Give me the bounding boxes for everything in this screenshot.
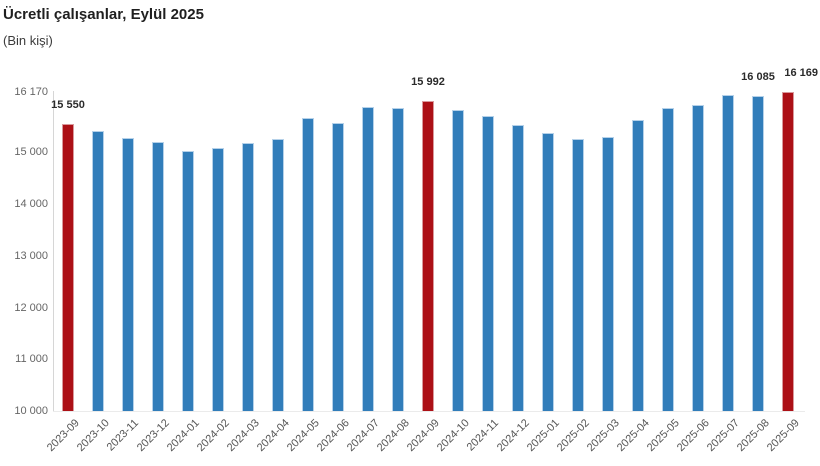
bar-highlighted[interactable] [422, 101, 434, 411]
bar[interactable] [542, 133, 554, 411]
bar[interactable] [752, 96, 764, 411]
x-axis-label: 2023-10 [74, 417, 112, 455]
chart-title: Ücretli çalışanlar, Eylül 2025 [3, 6, 204, 23]
x-axis-label: 2024-12 [494, 417, 532, 455]
bar[interactable] [632, 120, 644, 411]
x-axis-label: 2025-01 [524, 417, 562, 455]
bar[interactable] [92, 131, 104, 411]
x-axis-label: 2023-12 [134, 417, 172, 455]
y-axis-label: 11 000 [15, 353, 48, 365]
y-axis-label: 15 000 [14, 146, 48, 158]
x-axis-label: 2025-04 [614, 417, 652, 455]
x-axis-label: 2024-10 [434, 417, 472, 455]
x-axis-label: 2024-07 [344, 417, 382, 455]
bar[interactable] [272, 139, 284, 411]
bar[interactable] [602, 137, 614, 411]
bar-value-label: 16 085 [741, 71, 775, 83]
y-axis-label: 12 000 [14, 302, 48, 314]
bar[interactable] [452, 110, 464, 411]
x-axis-label: 2024-03 [224, 417, 262, 455]
y-axis-label: 10 000 [14, 405, 48, 417]
bar[interactable] [692, 105, 704, 411]
bar[interactable] [392, 108, 404, 411]
x-axis-label: 2025-03 [584, 417, 622, 455]
bar[interactable] [482, 116, 494, 411]
x-axis-label: 2024-06 [314, 417, 352, 455]
bar[interactable] [152, 142, 164, 411]
x-axis-label: 2025-08 [734, 417, 772, 455]
y-axis-line [53, 91, 54, 411]
bar[interactable] [362, 107, 374, 411]
x-axis-label: 2024-02 [194, 417, 232, 455]
x-axis-label: 2025-09 [764, 417, 802, 455]
y-axis-label: 13 000 [14, 250, 48, 262]
bar[interactable] [722, 95, 734, 411]
bar-value-label: 15 992 [411, 76, 445, 88]
bar[interactable] [122, 138, 134, 411]
bar-highlighted[interactable] [782, 92, 794, 411]
chart-subtitle: (Bin kişi) [3, 33, 53, 48]
x-axis-label: 2024-05 [284, 417, 322, 455]
x-axis-label: 2023-09 [44, 417, 82, 455]
x-axis-label: 2024-08 [374, 417, 412, 455]
bar[interactable] [242, 143, 254, 411]
x-axis-label: 2023-11 [105, 417, 142, 454]
bar[interactable] [572, 139, 584, 411]
y-axis-label: 16 170 [14, 86, 48, 98]
bar[interactable] [302, 118, 314, 411]
x-axis-label: 2025-06 [674, 417, 712, 455]
x-axis-label: 2024-09 [404, 417, 442, 455]
x-axis-label: 2024-04 [254, 417, 292, 455]
x-axis-label: 2024-01 [164, 417, 202, 455]
bar[interactable] [212, 148, 224, 411]
bar[interactable] [332, 123, 344, 411]
bar[interactable] [662, 108, 674, 411]
bar-value-label: 15 550 [51, 99, 85, 111]
x-axis-label: 2025-07 [704, 417, 742, 455]
x-axis-label: 2025-05 [644, 417, 682, 455]
x-axis-line [53, 411, 805, 412]
bar[interactable] [182, 151, 194, 411]
bar-value-label: 16 169 [784, 67, 818, 79]
bar-highlighted[interactable] [62, 124, 74, 411]
x-axis-label: 2025-02 [554, 417, 592, 455]
x-axis-label: 2024-11 [465, 417, 502, 454]
y-axis-label: 14 000 [14, 198, 48, 210]
bar[interactable] [512, 125, 524, 411]
